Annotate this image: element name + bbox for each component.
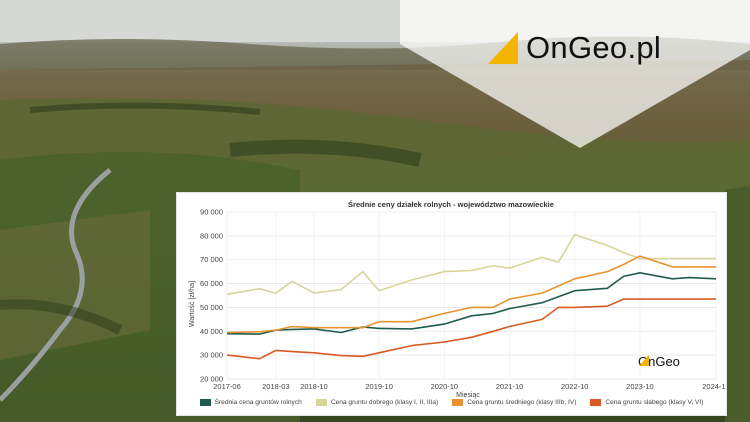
logo-mark-icon	[488, 32, 518, 64]
legend-item: Cena gruntu dobrego (klasy I, II, IIIa)	[315, 399, 439, 406]
series-line	[226, 255, 716, 334]
y-tick-label: 30 000	[200, 351, 223, 360]
x-tick-label: 2023-10	[626, 382, 654, 391]
x-tick-label: 2018-03	[262, 382, 290, 391]
x-tick-label: 2018-10	[300, 382, 328, 391]
legend-label: Cena gruntu średniego (klasy IIIb, IV)	[467, 399, 577, 406]
y-tick-label: 90 000	[200, 208, 223, 217]
y-tick-label: 60 000	[200, 279, 223, 288]
x-axis-label: Miesiąc	[456, 392, 480, 399]
chart-title: Średnie ceny działek rolnych - województ…	[348, 200, 554, 209]
inner-logo-mark-icon	[639, 355, 649, 366]
legend-label: Cena gruntu dobrego (klasy I, II, IIIa)	[330, 399, 439, 406]
legend-swatch	[199, 399, 211, 406]
y-tick-label: 40 000	[200, 327, 223, 336]
chart-legend: Średnia cena gruntów rolnych Cena gruntu…	[177, 399, 726, 406]
y-tick-label: 20 000	[200, 375, 223, 384]
legend-swatch	[315, 399, 327, 406]
logo-banner	[400, 0, 750, 148]
x-tick-label: 2017-06	[213, 382, 241, 391]
x-tick-label: 2024-12	[702, 382, 726, 391]
series-line	[226, 272, 717, 335]
x-tick-label: 2021-10	[496, 382, 524, 391]
x-tick-label: 2019-10	[365, 382, 393, 391]
y-tick-label: 70 000	[200, 255, 223, 264]
legend-item: Cena gruntu średniego (klasy IIIb, IV)	[452, 399, 576, 406]
legend-item: Cena gruntu słabego (klasy V, VI)	[590, 399, 703, 406]
chart-card: Średnie ceny działek rolnych - województ…	[176, 192, 727, 416]
inner-logo: OnGeo	[638, 354, 680, 369]
legend-item: Średnia cena gruntów rolnych	[199, 399, 302, 406]
legend-label: Średnia cena gruntów rolnych	[214, 399, 302, 406]
legend-swatch	[590, 399, 602, 406]
x-tick-label: 2020-10	[431, 382, 459, 391]
logo-text: OnGeo.pl	[526, 30, 662, 65]
y-tick-label: 50 000	[200, 303, 223, 312]
legend-label: Cena gruntu słabego (klasy V, VI)	[605, 399, 704, 406]
series-line	[226, 298, 716, 360]
x-tick-label: 2022-10	[561, 382, 589, 391]
series-line	[226, 233, 716, 296]
y-axis-label: Wartość [zł/ha]	[189, 281, 196, 327]
line-chart: Średnie ceny działek rolnych - województ…	[189, 200, 726, 399]
legend-swatch	[452, 399, 464, 406]
y-tick-label: 80 000	[200, 231, 223, 240]
